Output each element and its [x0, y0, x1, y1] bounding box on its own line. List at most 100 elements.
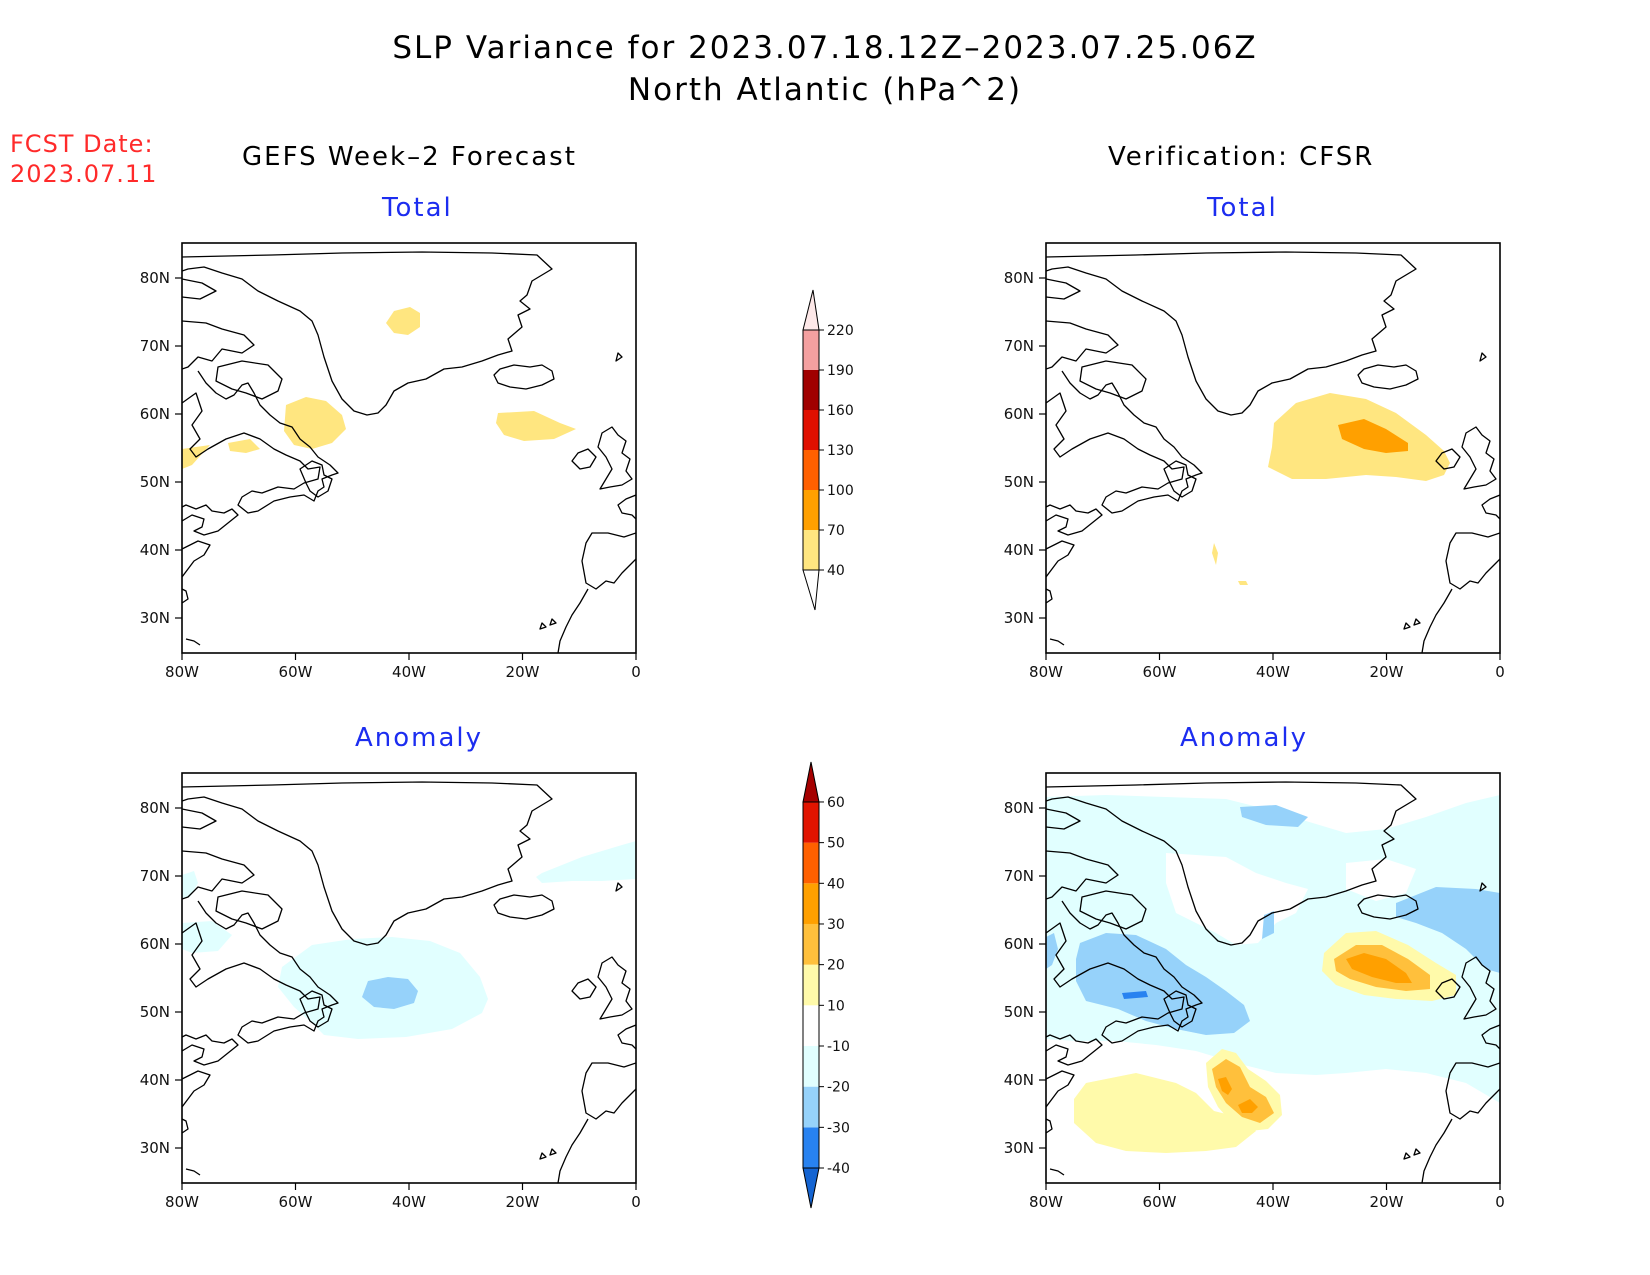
- anomaly-colorbar-label: -20: [827, 1080, 850, 1096]
- lon-tick-label: 20W: [1370, 1193, 1404, 1211]
- forecast-anomaly-map: [174, 772, 637, 1191]
- lon-tick-label: 60W: [1143, 1193, 1177, 1211]
- lon-tick-label: 60W: [279, 1193, 313, 1211]
- lon-tick-label: 0: [631, 1193, 641, 1211]
- anomaly-colorbar-swatch: [803, 923, 819, 965]
- lat-tick-label: 50N: [140, 473, 170, 491]
- anomaly-colorbar-swatch: [803, 1086, 819, 1128]
- forecast-total-map: [174, 242, 637, 661]
- anomaly-contour-pos20: [1212, 1059, 1274, 1123]
- anomaly-colorbar-label: -10: [827, 1039, 850, 1055]
- main-title-line2: North Atlantic (hPa^2): [627, 72, 1023, 108]
- contour-40: [496, 411, 576, 441]
- verification-anomaly-map: [1038, 772, 1501, 1191]
- lat-tick-label: 40N: [140, 1071, 170, 1089]
- anomaly-colorbar-label: 10: [827, 998, 845, 1014]
- lon-tick-label: 0: [1495, 663, 1505, 681]
- lat-tick-label: 70N: [1004, 867, 1034, 885]
- total-colorbar-label: 130: [827, 443, 854, 459]
- lat-tick-label: 60N: [1004, 405, 1034, 423]
- anomaly-colorbar-label: 20: [827, 958, 845, 974]
- anomaly-colorbar-label: 40: [827, 876, 845, 892]
- anomaly-colorbar-swatch: [803, 883, 819, 924]
- total-colorbar-label: 190: [827, 363, 854, 379]
- anomaly-colorbar-label: 30: [827, 917, 845, 933]
- anomaly-colorbar-label: 50: [827, 836, 845, 852]
- anomaly-colorbar-label: -40: [827, 1161, 850, 1177]
- right-column-title: Verification: CFSR: [1108, 142, 1375, 172]
- lat-tick-label: 50N: [1004, 473, 1034, 491]
- anomaly-colorbar-swatch: [803, 1005, 819, 1046]
- anomaly-colorbar-top-cap: [802, 761, 820, 803]
- lon-tick-label: 40W: [392, 1193, 426, 1211]
- anomaly-contour-neg20: [362, 977, 418, 1009]
- anomaly-colorbar-swatch: [803, 1127, 819, 1168]
- lat-tick-label: 80N: [140, 799, 170, 817]
- anomaly-contour-pos10: [1074, 1073, 1256, 1153]
- anomaly-colorbar-bottom-cap: [802, 1167, 820, 1209]
- lon-tick-label: 60W: [1143, 663, 1177, 681]
- anomaly-contour-pos30: [1238, 1099, 1258, 1113]
- left-column-title: GEFS Week–2 Forecast: [242, 142, 577, 172]
- lat-tick-label: 40N: [1004, 541, 1034, 559]
- lat-tick-label: 50N: [1004, 1003, 1034, 1021]
- lon-tick-label: 20W: [506, 1193, 540, 1211]
- anomaly-colorbar-swatch: [803, 801, 819, 843]
- total-colorbar-bottom-cap: [802, 569, 820, 611]
- forecast-total-label: Total: [382, 193, 453, 223]
- lat-tick-label: 30N: [1004, 1139, 1034, 1157]
- fcst-date-value: 2023.07.11: [10, 160, 158, 188]
- anomaly-contour-pos30: [1346, 953, 1412, 983]
- verification-total-map: [1038, 242, 1501, 661]
- anomaly-contour-neg20: [1262, 911, 1274, 939]
- total-colorbar-swatch: [803, 530, 819, 570]
- anomaly-contour-neg20: [1396, 887, 1500, 973]
- total-colorbar-top-cap: [802, 289, 820, 331]
- lon-tick-label: 0: [631, 663, 641, 681]
- contour-40: [284, 397, 346, 449]
- anomaly-colorbar-swatch: [803, 842, 819, 884]
- lat-tick-label: 30N: [140, 1139, 170, 1157]
- lat-tick-label: 40N: [1004, 1071, 1034, 1089]
- anomaly-contour-neg20: [1240, 805, 1308, 827]
- contour-40: [1212, 543, 1218, 565]
- total-colorbar-swatch: [803, 490, 819, 530]
- total-colorbar: 40 70 100 130 160 190 220: [802, 289, 854, 611]
- anomaly-contour-neg20: [1076, 933, 1250, 1035]
- main-title-line1: SLP Variance for 2023.07.18.12Z–2023.07.…: [392, 30, 1258, 66]
- contour-40: [1238, 581, 1248, 585]
- lat-tick-label: 40N: [140, 541, 170, 559]
- total-colorbar-label: 100: [827, 483, 854, 499]
- lat-tick-label: 80N: [1004, 269, 1034, 287]
- anomaly-contour-neg10: [536, 841, 636, 883]
- forecast-anomaly-label: Anomaly: [355, 723, 484, 753]
- lon-tick-label: 80W: [1029, 663, 1063, 681]
- axis-tick-labels: 80W 60W 40W 20W 0 80N 70N 60N 50N 40N 30N 80W 60W 40W…: [140, 269, 1505, 1211]
- anomaly-contour-neg10: [182, 871, 198, 899]
- lat-tick-label: 60N: [1004, 935, 1034, 953]
- contour-70: [1338, 419, 1408, 453]
- total-colorbar-label: 70: [827, 523, 845, 539]
- anomaly-colorbar-label: 60: [827, 795, 845, 811]
- anomaly-colorbar-swatch: [803, 964, 819, 1006]
- lat-tick-label: 70N: [140, 867, 170, 885]
- anomaly-contour-neg10: [182, 921, 232, 953]
- anomaly-colorbar-label: -30: [827, 1120, 850, 1136]
- total-colorbar-label: 40: [827, 563, 845, 579]
- lon-tick-label: 20W: [506, 663, 540, 681]
- anomaly-colorbar-swatch: [803, 1045, 819, 1087]
- verification-anomaly-label: Anomaly: [1180, 723, 1309, 753]
- lon-tick-label: 20W: [1370, 663, 1404, 681]
- lon-tick-label: 80W: [1029, 1193, 1063, 1211]
- total-colorbar-swatch: [803, 330, 819, 370]
- contour-40: [386, 307, 420, 335]
- anomaly-contour-neg30: [1122, 991, 1148, 999]
- lat-tick-label: 60N: [140, 405, 170, 423]
- total-colorbar-swatch: [803, 410, 819, 450]
- lon-tick-label: 40W: [392, 663, 426, 681]
- total-colorbar-label: 220: [827, 323, 854, 339]
- lon-tick-label: 60W: [279, 663, 313, 681]
- lon-tick-label: 0: [1495, 1193, 1505, 1211]
- lat-tick-label: 30N: [140, 609, 170, 627]
